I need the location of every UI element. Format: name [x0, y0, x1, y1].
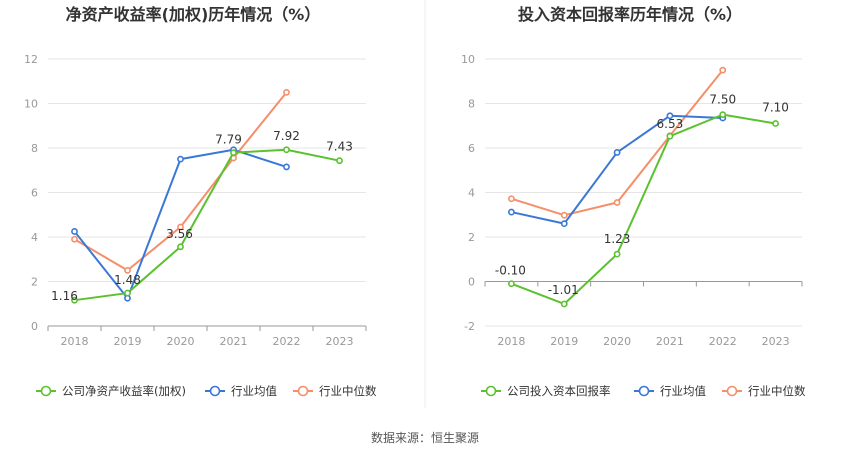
roe-y-tick-label: 4	[31, 231, 38, 244]
roe-legend-item-average: 行业均值	[205, 384, 277, 398]
roe-x-tick-label: 2023	[326, 335, 354, 348]
legend-swatch-marker	[209, 385, 221, 397]
roe-series-line-company	[74, 148, 340, 302]
roe-plot-area: 0 2 4 6 8 10 12 2018 2019 2020 2021 2022 2023 1.16 1.4…	[24, 53, 367, 348]
roic-chart-title: 投入资本回报率历年情况（%）	[518, 5, 742, 24]
roic-point-median	[508, 195, 515, 203]
roic-data-label: 7.10	[762, 101, 789, 115]
roic-x-tick-label: 2022	[709, 335, 737, 348]
roe-y-tick-label: 8	[31, 142, 38, 155]
data-source-note: 数据来源：恒生聚源	[371, 430, 479, 445]
roic-legend: 公司投入资本回报率 行业均值 行业中位数	[481, 384, 806, 398]
roe-chart-title: 净资产收益率(加权)历年情况（%）	[66, 5, 321, 24]
roic-point-company	[719, 111, 727, 119]
roic-series-line-company	[511, 113, 776, 305]
roe-data-label: 3.56	[166, 227, 193, 241]
roe-legend-item-median: 行业中位数	[293, 384, 377, 398]
roe-legend: 公司净资产收益率(加权) 行业均值 行业中位数	[36, 384, 377, 398]
roe-point-median	[177, 223, 184, 231]
roic-y-tick-label: 8	[468, 98, 475, 111]
roe-x-tick-label: 2018	[61, 335, 89, 348]
roic-data-label: 6.53	[657, 117, 684, 131]
roic-data-label: 1.23	[604, 232, 631, 246]
roic-x-tick-label: 2023	[762, 335, 790, 348]
roic-y-tick-label: 10	[461, 53, 475, 66]
roe-point-company	[71, 296, 78, 304]
roe-point-company	[124, 289, 131, 297]
legend-label: 行业中位数	[748, 384, 806, 398]
roe-legend-item-company: 公司净资产收益率(加权)	[36, 384, 186, 398]
roic-point-company	[772, 120, 779, 127]
roic-data-label: -1.01	[548, 283, 579, 297]
roic-y-tick-label: 2	[468, 231, 475, 244]
roe-x-tick-label: 2020	[167, 335, 195, 348]
legend-swatch-marker	[726, 385, 738, 397]
roe-point-average	[71, 228, 78, 235]
roe-data-label: 7.43	[326, 140, 353, 154]
roic-point-median	[719, 66, 727, 74]
roe-data-label: 1.16	[51, 289, 78, 303]
roe-data-label: 7.92	[273, 129, 300, 143]
legend-swatch-marker	[40, 385, 52, 397]
roe-y-tick-label: 2	[31, 276, 38, 289]
legend-swatch-marker	[297, 385, 309, 397]
roe-chart: 净资产收益率(加权)历年情况（%） 0 2 4 6 8 10 12 2018 2019 2020 2…	[24, 5, 377, 398]
roic-y-tick-label: -2	[464, 320, 475, 333]
roe-y-tick-label: 10	[24, 98, 38, 111]
roe-y-tick-label: 12	[24, 53, 38, 66]
roic-x-tick-label: 2018	[497, 335, 525, 348]
legend-label: 行业中位数	[319, 384, 377, 398]
roic-x-tick-label: 2019	[550, 335, 578, 348]
legend-label: 行业均值	[660, 384, 706, 398]
roe-point-company	[283, 146, 290, 154]
roic-legend-item-average: 行业均值	[634, 384, 706, 398]
roe-data-label: 1.48	[114, 273, 141, 287]
legend-swatch-marker	[485, 385, 497, 397]
roic-point-average	[613, 149, 621, 156]
legend-swatch-marker	[638, 385, 650, 397]
roe-point-company	[230, 149, 237, 157]
roic-point-company	[613, 250, 621, 258]
roe-point-average	[177, 155, 184, 163]
legend-label: 公司投入资本回报率	[507, 384, 611, 398]
legend-label: 公司净资产收益率(加权)	[62, 384, 186, 398]
roic-y-tick-label: 0	[468, 276, 475, 289]
roe-point-median	[283, 88, 290, 96]
roic-data-label: -0.10	[495, 264, 526, 278]
roe-x-tick-label: 2021	[220, 335, 248, 348]
roic-x-tick-label: 2020	[603, 335, 631, 348]
roic-y-tick-label: 6	[468, 142, 475, 155]
roic-series-line-average	[511, 114, 723, 225]
roic-point-company	[560, 300, 568, 308]
roic-y-tick-label: 4	[468, 187, 475, 200]
roic-point-company	[666, 132, 674, 140]
roic-legend-item-median: 行业中位数	[722, 384, 806, 398]
roe-x-tick-label: 2022	[273, 335, 301, 348]
roic-point-median	[560, 211, 568, 219]
roe-point-median	[71, 235, 78, 243]
roic-point-company	[508, 280, 515, 288]
roic-data-label: 7.50	[709, 93, 736, 107]
roe-point-average	[283, 163, 290, 171]
roic-series-line-median	[511, 69, 724, 217]
roe-point-company	[177, 243, 184, 251]
roe-x-tick-label: 2019	[114, 335, 142, 348]
roic-point-average	[666, 112, 674, 120]
roic-point-average	[508, 208, 515, 216]
roic-x-tick-label: 2021	[656, 335, 684, 348]
roic-plot-area: -2 0 2 4 6 8 10 2018 2019 2020 2021 2022 2023 -0.10 -1…	[461, 53, 803, 348]
roic-point-median	[613, 199, 621, 206]
roe-data-label: 7.79	[215, 133, 242, 147]
roic-legend-item-company: 公司投入资本回报率	[481, 384, 611, 398]
roe-point-median	[124, 266, 131, 274]
roic-point-average	[560, 220, 568, 228]
legend-label: 行业均值	[231, 384, 277, 398]
roe-y-tick-label: 6	[31, 187, 38, 200]
roe-point-company	[336, 157, 343, 165]
roe-y-tick-label: 0	[31, 320, 38, 333]
roic-chart: 投入资本回报率历年情况（%） -2 0 2 4 6 8 10 2018 2019 2020 2021…	[461, 5, 806, 398]
